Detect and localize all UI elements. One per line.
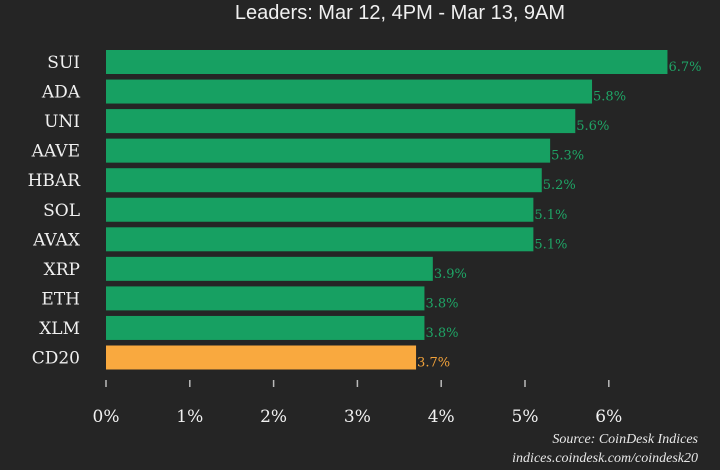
category-label: HBAR: [28, 171, 82, 191]
bar: [106, 168, 542, 193]
source-note: Source: CoinDesk Indices: [552, 432, 698, 447]
bar: [106, 315, 425, 340]
data-label: 5.3%: [551, 149, 584, 164]
x-tick-label: 0%: [93, 407, 120, 427]
x-tick-label: 6%: [595, 407, 622, 427]
category-label: AAVE: [31, 142, 80, 162]
x-tick-label: 3%: [344, 407, 371, 427]
data-label: 6.7%: [668, 60, 701, 75]
category-label: SUI: [47, 53, 80, 73]
data-label: 3.9%: [434, 267, 467, 282]
x-tick-label: 4%: [428, 407, 455, 427]
data-label: 3.8%: [425, 296, 458, 311]
category-label: XRP: [44, 260, 80, 280]
bar: [106, 197, 534, 222]
bar: [106, 138, 551, 163]
category-label: SOL: [43, 201, 80, 221]
data-label: 3.8%: [425, 326, 458, 341]
bar: [106, 345, 417, 370]
category-label: AVAX: [32, 230, 81, 250]
bar: [106, 109, 576, 134]
data-label: 5.2%: [543, 178, 576, 193]
bar: [106, 286, 425, 311]
bar: [106, 256, 433, 281]
category-label: XLM: [39, 319, 80, 339]
bar: [106, 227, 534, 252]
source-url[interactable]: indices.coindesk.com/coindesk20: [512, 451, 698, 466]
bar: [106, 50, 668, 74]
data-label: 5.8%: [593, 90, 626, 105]
data-label: 5.1%: [534, 208, 567, 223]
category-label: ADA: [41, 83, 81, 103]
data-label: 5.1%: [534, 237, 567, 252]
category-label: CD20: [32, 349, 80, 369]
x-tick-label: 2%: [260, 407, 287, 427]
chart-subtitle: Leaders: Mar 12, 4PM - Mar 13, 9AM: [234, 2, 566, 24]
data-label: 3.7%: [417, 356, 450, 371]
x-tick-label: 5%: [512, 407, 539, 427]
bar: [106, 79, 593, 104]
data-label: 5.6%: [576, 119, 609, 134]
x-tick-label: 1%: [176, 407, 203, 427]
category-label: UNI: [44, 112, 80, 132]
category-label: ETH: [41, 289, 80, 309]
